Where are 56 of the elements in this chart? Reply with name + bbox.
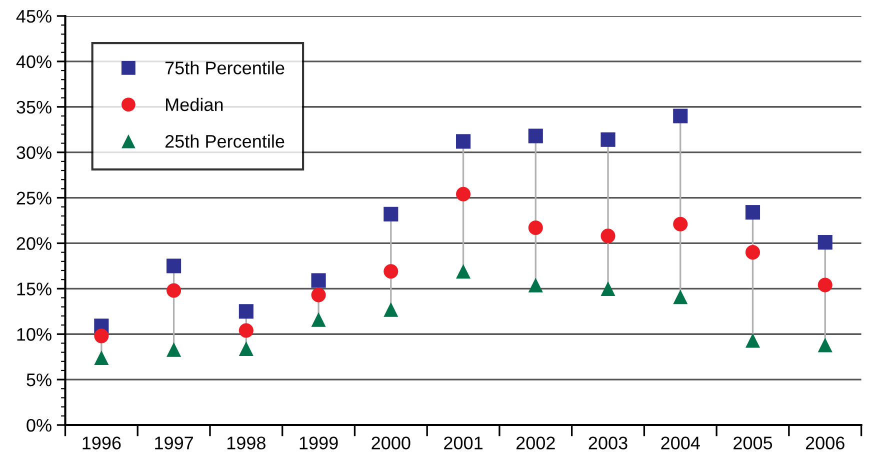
point [384, 206, 398, 222]
point [456, 134, 471, 149]
point [456, 186, 471, 202]
point [818, 278, 832, 292]
legend-label: Median [166, 98, 223, 112]
x-tick-label: 2002 [516, 436, 555, 450]
point [745, 333, 760, 348]
x-tick-label: 2000 [372, 436, 410, 450]
point [238, 341, 254, 356]
point [94, 328, 109, 344]
point [166, 283, 182, 298]
point [528, 278, 543, 292]
legend-label: 25th Percentile [165, 134, 284, 148]
y-tick-label: 10% [17, 328, 52, 341]
point [384, 302, 398, 317]
point [600, 228, 616, 244]
point [311, 288, 326, 302]
point [384, 264, 398, 279]
point [673, 216, 688, 232]
point [456, 264, 471, 279]
point [673, 290, 688, 304]
point [818, 338, 832, 352]
x-tick-label: 2003 [588, 436, 628, 450]
point [673, 108, 688, 124]
x-tick-label: 2006 [806, 436, 844, 450]
point [238, 323, 254, 338]
point [166, 342, 182, 357]
x-tick-label: 2001 [444, 436, 482, 450]
point [311, 273, 326, 288]
y-tick-label: 20% [16, 237, 52, 250]
x-tick-label: 2005 [734, 436, 772, 450]
x-tick-label: 2004 [661, 436, 700, 450]
point [600, 281, 616, 296]
y-tick-label: 40% [16, 55, 52, 68]
y-tick-label: 5% [26, 374, 52, 386]
point [311, 312, 326, 327]
y-tick-label: 25% [16, 192, 52, 204]
point [818, 235, 832, 250]
point [600, 132, 616, 147]
point [528, 220, 543, 236]
y-tick-label: 35% [16, 100, 52, 114]
y-tick-label: 0% [26, 418, 52, 432]
x-tick-label: 1999 [300, 436, 338, 450]
point [94, 350, 109, 366]
x-tick-label: 1997 [155, 436, 193, 450]
legend-label: 75th Percentile [165, 61, 284, 74]
point [745, 245, 760, 260]
point [166, 258, 182, 274]
x-tick-label: 1998 [227, 436, 266, 450]
point [528, 128, 543, 144]
point [238, 304, 254, 319]
y-tick-label: 30% [16, 146, 52, 160]
y-tick-label: 45% [16, 10, 52, 23]
y-tick-label: 15% [17, 282, 52, 296]
x-tick-label: 1996 [82, 436, 121, 450]
point [745, 205, 760, 220]
